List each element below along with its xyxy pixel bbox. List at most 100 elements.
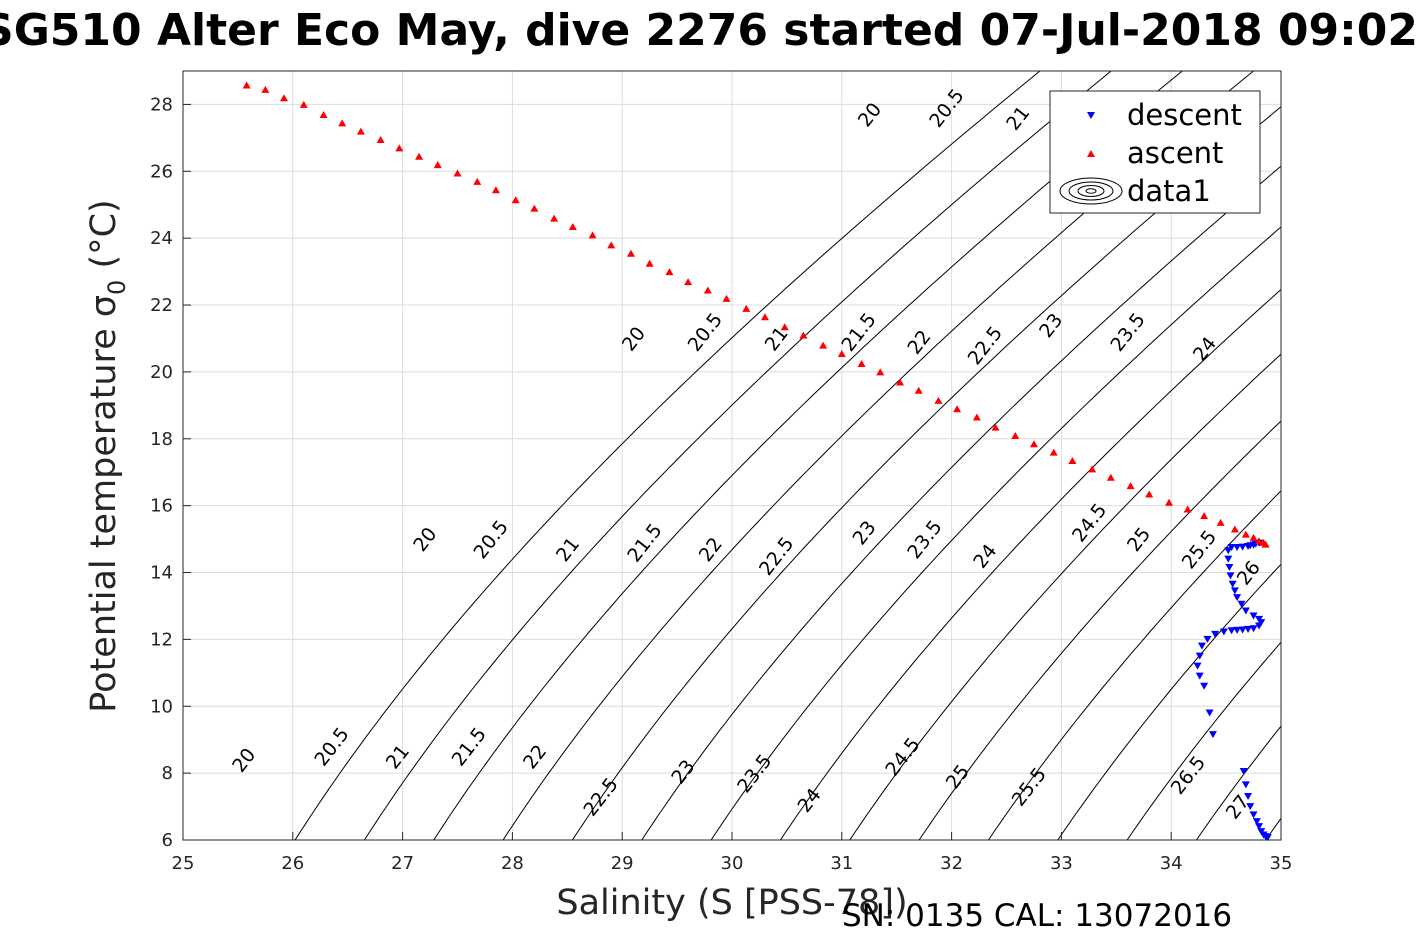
legend: descent ascent data1 xyxy=(1049,90,1261,214)
descent-point xyxy=(1193,662,1202,670)
ascent-point xyxy=(972,413,981,421)
ascent-point xyxy=(626,249,635,257)
ascent-point xyxy=(415,152,424,160)
ascent-point xyxy=(1068,457,1077,465)
descent-point xyxy=(1255,823,1264,831)
descent-point xyxy=(1241,607,1250,615)
ascent-point xyxy=(953,405,962,413)
descent-point xyxy=(1233,543,1242,551)
descent-point xyxy=(1211,630,1220,638)
descent-point xyxy=(1237,600,1246,608)
ascent-point xyxy=(1106,473,1115,481)
descent-point xyxy=(1263,834,1272,842)
ascent-point xyxy=(395,144,404,152)
ascent-point xyxy=(491,186,500,194)
x-axis-label: Salinity (S [PSS-78]) xyxy=(556,883,907,923)
ascent-point xyxy=(1249,533,1258,541)
ascent-point xyxy=(1011,431,1020,439)
descent-point xyxy=(1233,626,1242,634)
ascent-point xyxy=(799,331,808,339)
y-tick-label: 6 xyxy=(162,830,173,851)
descent-point xyxy=(1205,709,1214,717)
x-tick-label: 33 xyxy=(1050,853,1073,874)
density-contour xyxy=(987,490,1281,840)
y-axis: 6 8 10 12 14 16 18 20 22 24 26 28 xyxy=(150,94,191,851)
ascent-point xyxy=(1126,482,1135,490)
descent-point xyxy=(1249,811,1258,819)
legend-box xyxy=(1049,90,1261,214)
descent-legend-marker xyxy=(1087,112,1095,119)
ascent-point xyxy=(1183,505,1192,513)
ascent-point xyxy=(588,231,597,239)
descent-point xyxy=(1230,587,1239,595)
legend-data1: data1 xyxy=(1127,174,1211,208)
descent-point xyxy=(1228,580,1237,588)
ascent-point xyxy=(338,119,347,127)
ascent-point xyxy=(1261,540,1270,548)
density-contour xyxy=(294,71,1041,840)
ascent-point xyxy=(568,222,577,230)
ascent-point xyxy=(722,294,731,302)
descent-point xyxy=(1225,564,1234,572)
descent-point xyxy=(1238,543,1247,551)
ascent-point xyxy=(1029,440,1038,448)
ascent-point xyxy=(703,286,712,294)
ascent-point xyxy=(1200,512,1209,520)
ascent-point xyxy=(780,323,789,331)
x-tick-label: 32 xyxy=(940,853,963,874)
y-tick-label: 28 xyxy=(150,94,173,115)
descent-point xyxy=(1233,594,1242,602)
legend-descent: descent xyxy=(1127,98,1242,132)
y-tick-label: 8 xyxy=(162,763,173,784)
ascent-point xyxy=(550,214,559,222)
ascent-point xyxy=(530,204,539,212)
density-contour xyxy=(779,288,1281,840)
descent-point xyxy=(1249,612,1258,620)
descent-point xyxy=(1200,682,1209,690)
descent-point xyxy=(1246,803,1255,811)
ascent-point xyxy=(934,396,943,404)
density-contour xyxy=(363,71,1112,840)
ascent-point xyxy=(1230,525,1239,533)
density-contour xyxy=(641,165,1281,840)
ascent-point xyxy=(876,368,885,376)
descent-point xyxy=(1208,731,1217,739)
y-tick-label: 22 xyxy=(150,295,173,316)
x-tick-label: 31 xyxy=(830,853,853,874)
ascent-point xyxy=(760,313,769,321)
x-tick-label: 26 xyxy=(281,853,304,874)
x-tick-label: 25 xyxy=(172,853,195,874)
density-contour xyxy=(849,353,1281,840)
footer-sn-cal: SN: 0135 CAL: 13072016 xyxy=(842,898,1233,934)
ascent-point xyxy=(991,423,1000,431)
ascent-point xyxy=(837,350,846,358)
ascent-point xyxy=(261,85,270,93)
descent-point xyxy=(1203,635,1212,643)
descent-point xyxy=(1195,652,1204,660)
descent-point xyxy=(1244,793,1253,801)
y-tick-label: 16 xyxy=(150,496,173,517)
ascent-point xyxy=(356,127,365,135)
ascent-point xyxy=(1145,490,1154,498)
ascent-point xyxy=(665,268,674,276)
ascent-point xyxy=(1255,537,1264,545)
ascent-legend-marker xyxy=(1087,150,1095,157)
y-tick-label: 12 xyxy=(150,629,173,650)
ascent-point xyxy=(433,161,442,169)
descent-point xyxy=(1249,625,1258,633)
ascent-point xyxy=(1241,530,1250,538)
density-contour xyxy=(710,226,1281,840)
ascent-point xyxy=(914,386,923,394)
ascent-point xyxy=(857,360,866,368)
x-axis: 25 26 27 28 29 30 31 32 33 34 35 xyxy=(172,832,1292,874)
density-contour xyxy=(1057,563,1281,840)
x-tick-label: 27 xyxy=(391,853,414,874)
y-tick-label: 10 xyxy=(150,696,173,717)
ascent-point xyxy=(242,81,251,89)
x-tick-label: 34 xyxy=(1160,853,1183,874)
descent-point xyxy=(1197,642,1206,650)
ascent-point xyxy=(376,136,385,144)
descent-point xyxy=(1244,625,1253,633)
ascent-point xyxy=(1216,518,1225,526)
